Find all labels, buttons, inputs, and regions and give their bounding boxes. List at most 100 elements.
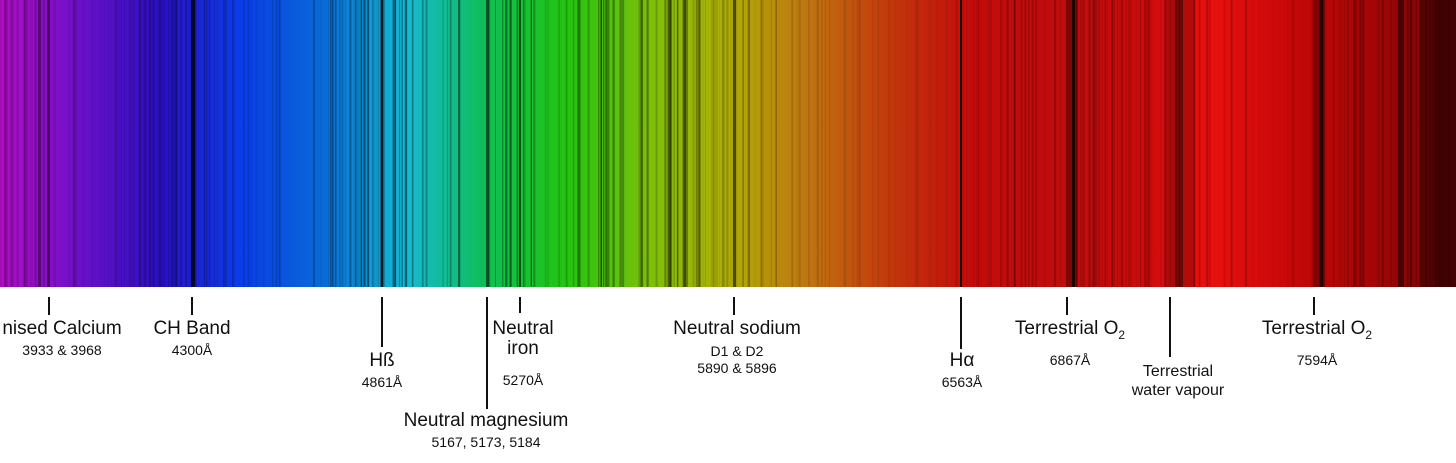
fine-absorption-line: [125, 0, 126, 287]
o2-a-name: Terrestrial O2: [1015, 319, 1125, 342]
fine-absorption-line: [669, 0, 672, 287]
fine-absorption-line: [0, 0, 2, 287]
fine-absorption-line: [820, 0, 823, 287]
fine-absorption-line: [664, 0, 667, 287]
fine-absorption-line: [530, 0, 532, 287]
fine-absorption-line: [194, 0, 197, 287]
fine-absorption-line: [981, 0, 982, 287]
fine-absorption-line: [119, 0, 120, 287]
fine-absorption-line: [42, 0, 44, 287]
fine-absorption-line: [1199, 0, 1201, 287]
fine-absorption-line: [824, 0, 826, 287]
fine-absorption-line: [1126, 0, 1128, 287]
fine-absorption-line: [224, 0, 227, 287]
fine-absorption-line: [401, 0, 403, 287]
fine-absorption-line: [23, 0, 26, 287]
h-beta-name: Hß: [369, 350, 395, 371]
fine-absorption-line: [449, 0, 451, 287]
fine-absorption-line: [673, 0, 675, 287]
fine-absorption-line: [1322, 0, 1325, 287]
fine-absorption-line: [75, 0, 77, 287]
fine-absorption-line: [1100, 0, 1102, 287]
strong-absorption-line: [733, 0, 736, 287]
fine-absorption-line: [1425, 0, 1427, 287]
fine-absorption-line: [1244, 0, 1248, 287]
strong-absorption-line: [191, 0, 195, 287]
fine-absorption-line: [705, 0, 706, 287]
fine-absorption-line: [986, 0, 988, 287]
fine-absorption-line: [10, 0, 12, 287]
fine-absorption-line: [129, 0, 132, 287]
fine-absorption-line: [1333, 0, 1335, 287]
h-alpha-name: Hα: [949, 350, 975, 371]
fine-absorption-line: [716, 0, 718, 287]
fine-absorption-line: [262, 0, 265, 287]
fine-absorption-line: [222, 0, 225, 287]
fine-absorption-line: [523, 0, 526, 287]
fine-absorption-line: [566, 0, 568, 287]
fine-absorption-line: [684, 0, 687, 287]
magnesium-label: Neutral magnesium 5167, 5173, 5184: [404, 411, 569, 450]
fine-absorption-line: [843, 0, 845, 287]
fine-absorption-line: [1359, 0, 1362, 287]
fine-absorption-line: [450, 0, 452, 287]
fine-absorption-line: [1419, 0, 1420, 287]
fine-absorption-line: [30, 0, 33, 287]
fine-absorption-line: [1024, 0, 1027, 287]
fine-absorption-line: [1287, 0, 1289, 287]
strong-absorption-line: [960, 0, 962, 287]
fine-absorption-line: [1094, 0, 1097, 287]
fine-absorption-line: [906, 0, 908, 287]
fine-absorption-line: [1207, 0, 1210, 287]
fine-absorption-line: [1181, 0, 1183, 287]
fine-absorption-line: [209, 0, 211, 287]
fine-absorption-line: [656, 0, 658, 287]
fine-absorption-line: [360, 0, 362, 287]
fine-absorption-line: [640, 0, 643, 287]
fine-absorption-line: [1128, 0, 1131, 287]
fine-absorption-line: [676, 0, 678, 287]
fine-absorption-line: [1324, 0, 1327, 287]
fine-absorption-line: [621, 0, 625, 287]
fine-absorption-line: [175, 0, 178, 287]
fine-absorption-line: [278, 0, 281, 287]
fine-absorption-line: [918, 0, 920, 287]
calcium-label: nised Calcium 3933 & 3968: [2, 319, 121, 358]
fine-absorption-line: [1305, 0, 1306, 287]
fine-absorption-line: [173, 0, 175, 287]
fine-absorption-line: [927, 0, 929, 287]
fine-absorption-line: [349, 0, 352, 287]
fine-absorption-line: [612, 0, 615, 287]
o2-a-label: Terrestrial O2 6867Å: [1015, 319, 1125, 368]
fine-absorption-line: [1410, 0, 1412, 287]
fine-absorption-line: [935, 0, 936, 287]
strong-absorption-line: [1072, 0, 1075, 287]
fine-absorption-line: [139, 0, 142, 287]
fine-absorption-line: [1439, 0, 1441, 287]
fine-absorption-line: [714, 0, 716, 287]
fine-absorption-line: [342, 0, 345, 287]
fine-absorption-line: [1031, 0, 1034, 287]
fine-absorption-line: [402, 0, 404, 287]
fine-absorption-line: [213, 0, 216, 287]
strong-absorption-line: [486, 0, 489, 287]
fine-absorption-line: [1448, 0, 1451, 287]
fine-absorption-line: [68, 0, 71, 287]
fine-absorption-line: [341, 0, 343, 287]
strong-absorption-line: [1320, 0, 1323, 287]
fine-absorption-line: [1081, 0, 1084, 287]
fine-absorption-line: [1135, 0, 1136, 287]
fine-absorption-line: [845, 0, 847, 287]
fine-absorption-line: [163, 0, 165, 287]
fine-absorption-line: [1353, 0, 1355, 287]
fine-absorption-line: [171, 0, 173, 287]
fine-absorption-line: [152, 0, 155, 287]
fine-absorption-line: [1111, 0, 1113, 287]
fine-absorption-line: [735, 0, 738, 287]
fine-absorption-line: [1125, 0, 1127, 287]
fine-absorption-line: [100, 0, 101, 287]
fine-absorption-line: [747, 0, 750, 287]
fine-absorption-line: [754, 0, 756, 287]
fine-absorption-line: [1437, 0, 1440, 287]
fine-absorption-line: [28, 0, 30, 287]
